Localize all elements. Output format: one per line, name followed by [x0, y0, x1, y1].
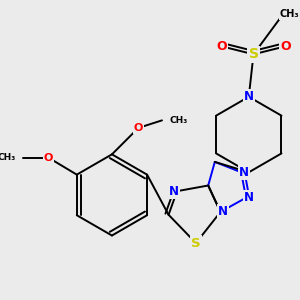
Text: N: N: [169, 185, 179, 198]
Text: N: N: [218, 206, 228, 218]
Text: O: O: [216, 40, 227, 53]
Text: S: S: [191, 237, 201, 250]
Text: CH₃: CH₃: [280, 9, 299, 19]
Text: CH₃: CH₃: [0, 153, 16, 162]
Text: O: O: [280, 40, 291, 53]
Text: N: N: [244, 191, 254, 204]
Text: O: O: [44, 153, 53, 163]
Text: S: S: [248, 47, 259, 61]
Text: O: O: [134, 123, 143, 133]
Text: N: N: [244, 90, 254, 103]
Text: CH₃: CH₃: [170, 116, 188, 125]
Text: N: N: [239, 166, 249, 179]
